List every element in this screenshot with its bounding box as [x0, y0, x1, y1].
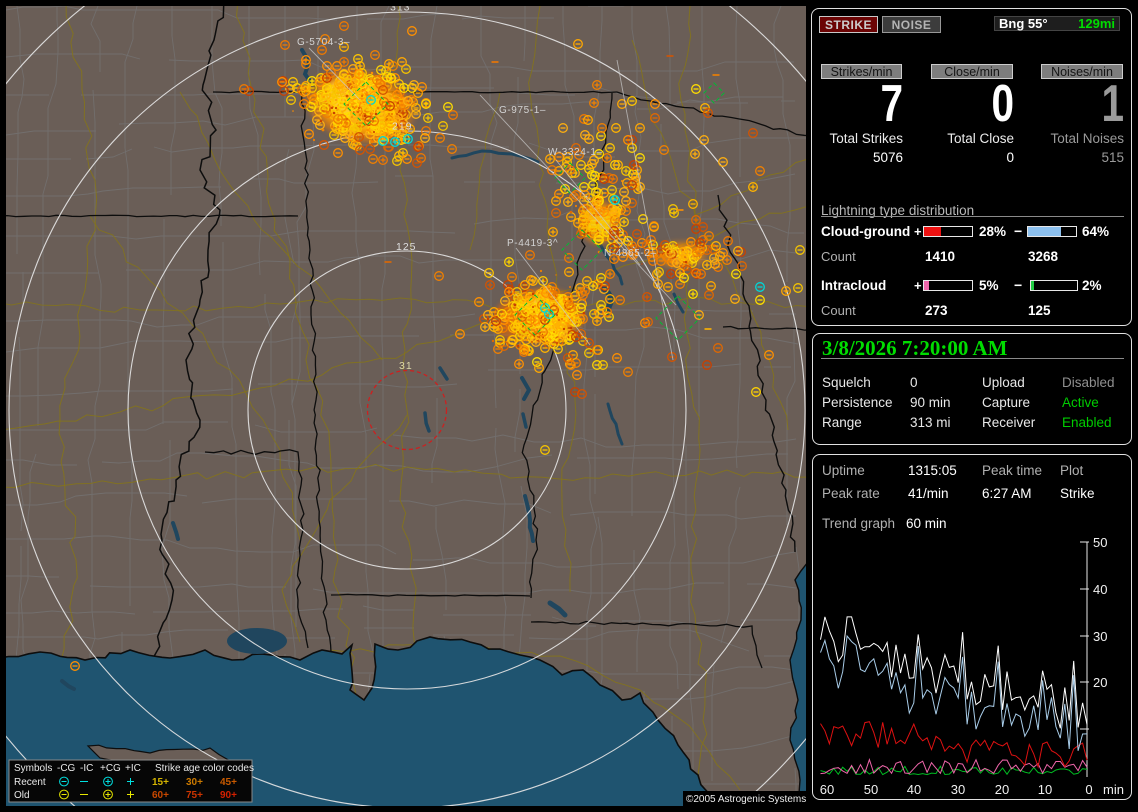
svg-text:N-4865-2–: N-4865-2–	[604, 248, 657, 259]
svg-text:219: 219	[392, 121, 413, 133]
svg-text:10: 10	[1038, 782, 1052, 797]
svg-text:20: 20	[995, 782, 1009, 797]
svg-text:Recent: Recent	[14, 777, 46, 788]
svg-text:15+: 15+	[152, 777, 169, 788]
svg-text:31: 31	[399, 360, 413, 372]
svg-text:125: 125	[396, 241, 417, 253]
svg-text:G-5704-3–: G-5704-3–	[297, 37, 350, 48]
svg-text:+CG: +CG	[100, 763, 121, 774]
svg-text:min: min	[1103, 782, 1124, 797]
svg-text:30: 30	[951, 782, 965, 797]
svg-text:40: 40	[907, 782, 921, 797]
svg-text:60: 60	[820, 782, 834, 797]
svg-text:-CG: -CG	[57, 763, 76, 774]
svg-text:0: 0	[1085, 782, 1092, 797]
svg-text:313: 313	[390, 2, 411, 14]
svg-text:60+: 60+	[152, 790, 169, 801]
svg-text:-IC: -IC	[80, 763, 93, 774]
svg-text:75+: 75+	[186, 790, 203, 801]
svg-text:30+: 30+	[186, 777, 203, 788]
svg-text:P-4419-3^: P-4419-3^	[507, 238, 558, 249]
svg-text:20: 20	[1093, 675, 1107, 690]
svg-text:Strike age color codes: Strike age color codes	[155, 763, 254, 774]
svg-text:50: 50	[1093, 535, 1107, 550]
svg-text:50: 50	[864, 782, 878, 797]
svg-text:Old: Old	[14, 790, 30, 801]
svg-text:Symbols: Symbols	[14, 763, 52, 774]
svg-text:40: 40	[1093, 582, 1107, 597]
svg-text:45+: 45+	[220, 777, 237, 788]
svg-text:©2005 Astrogenic Systems: ©2005 Astrogenic Systems	[686, 794, 806, 805]
svg-text:W-3324-1–: W-3324-1–	[548, 147, 603, 158]
svg-text:G-975-1–: G-975-1–	[499, 105, 546, 116]
svg-text:30: 30	[1093, 629, 1107, 644]
svg-text:+IC: +IC	[125, 763, 141, 774]
svg-text:90+: 90+	[220, 790, 237, 801]
